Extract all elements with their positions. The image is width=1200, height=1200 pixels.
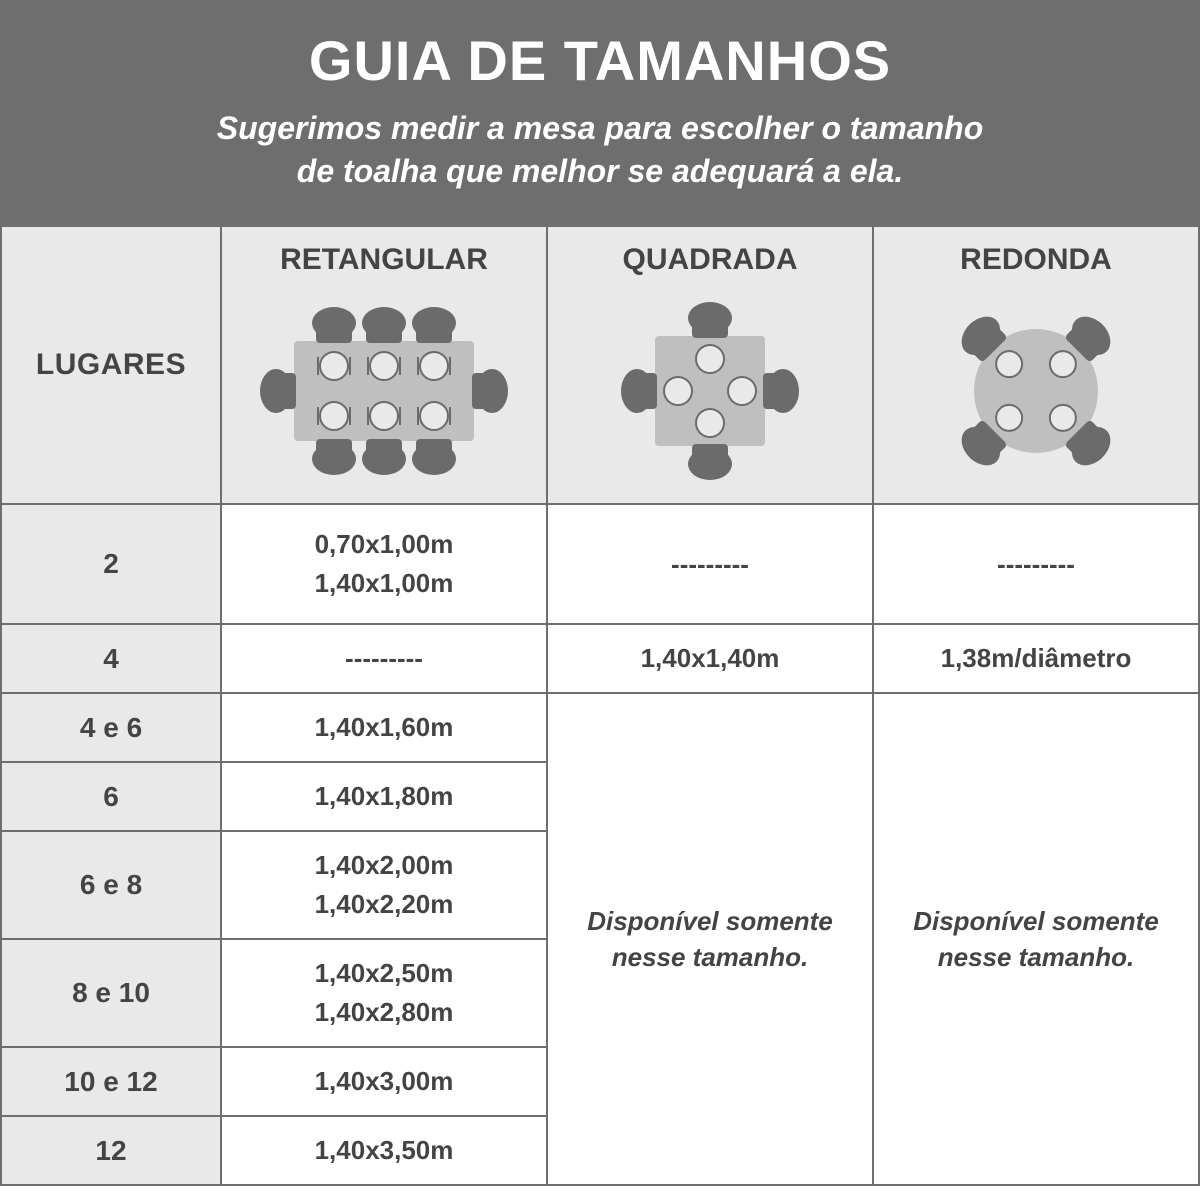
col-label-retangular: RETANGULAR	[222, 227, 546, 287]
cell-retangular: 1,40x3,00m	[221, 1047, 547, 1116]
round-table-icon	[874, 287, 1198, 503]
cell-retangular: 1,40x1,60m	[221, 693, 547, 762]
row-label: 2	[1, 504, 221, 624]
cell-retangular: 1,40x2,50m1,40x2,80m	[221, 939, 547, 1047]
col-label-redonda: REDONDA	[874, 227, 1198, 287]
table-row: 2 0,70x1,00m1,40x1,00m --------- -------…	[1, 504, 1199, 624]
cell-redonda: 1,38m/diâmetro	[873, 624, 1199, 693]
page-title: GUIA DE TAMANHOS	[40, 28, 1160, 93]
row-label: 12	[1, 1116, 221, 1185]
col-label-quadrada: QUADRADA	[548, 227, 872, 287]
col-header-redonda: REDONDA	[873, 226, 1199, 504]
header: GUIA DE TAMANHOS Sugerimos medir a mesa …	[0, 0, 1200, 225]
row-label: 8 e 10	[1, 939, 221, 1047]
square-table-icon	[548, 287, 872, 503]
row-label: 4	[1, 624, 221, 693]
rect-table-icon	[222, 287, 546, 503]
cell-retangular: 0,70x1,00m1,40x1,00m	[221, 504, 547, 624]
note-redonda: Disponível somente nesse tamanho.	[873, 693, 1199, 1185]
row-label: 4 e 6	[1, 693, 221, 762]
table-body: 2 0,70x1,00m1,40x1,00m --------- -------…	[1, 504, 1199, 1185]
cell-quadrada: ---------	[547, 504, 873, 624]
cell-retangular: ---------	[221, 624, 547, 693]
row-label: 6 e 8	[1, 831, 221, 939]
col-header-lugares: LUGARES	[1, 226, 221, 504]
size-guide-table: LUGARES RETANGULAR	[0, 225, 1200, 1186]
cell-retangular: 1,40x1,80m	[221, 762, 547, 831]
row-label: 6	[1, 762, 221, 831]
cell-retangular: 1,40x2,00m1,40x2,20m	[221, 831, 547, 939]
note-quadrada: Disponível somente nesse tamanho.	[547, 693, 873, 1185]
col-header-retangular: RETANGULAR	[221, 226, 547, 504]
cell-redonda: ---------	[873, 504, 1199, 624]
cell-quadrada: 1,40x1,40m	[547, 624, 873, 693]
row-label: 10 e 12	[1, 1047, 221, 1116]
page-subtitle: Sugerimos medir a mesa para escolher o t…	[40, 107, 1160, 193]
cell-retangular: 1,40x3,50m	[221, 1116, 547, 1185]
col-header-quadrada: QUADRADA	[547, 226, 873, 504]
table-row: 4 --------- 1,40x1,40m 1,38m/diâmetro	[1, 624, 1199, 693]
table-row: 4 e 6 1,40x1,60m Disponível somente ness…	[1, 693, 1199, 762]
